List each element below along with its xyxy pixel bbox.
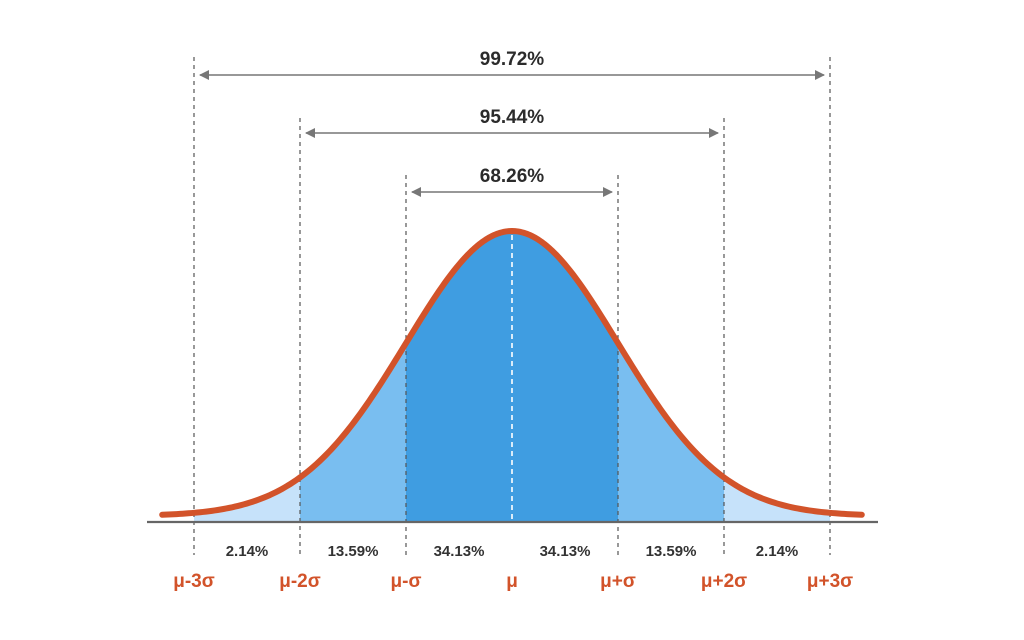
region-area-2 (406, 231, 512, 522)
span-label-0: 68.26% (480, 166, 545, 187)
sigma-guide-lines (193, 57, 831, 555)
x-tick-label-4: μ+σ (600, 571, 636, 592)
region-label-5: 2.14% (756, 543, 799, 560)
region-percent-labels: 2.14% 13.59% 34.13% 34.13% 13.59% 2.14% (226, 543, 799, 560)
x-tick-label-1: μ-2σ (279, 571, 321, 592)
region-label-2: 34.13% (434, 543, 485, 560)
span-label-2: 99.72% (480, 49, 545, 70)
span-label-1: 95.44% (480, 107, 545, 128)
region-label-4: 13.59% (646, 543, 697, 560)
x-tick-label-2: μ-σ (391, 571, 422, 592)
region-area-0 (194, 477, 300, 522)
region-label-0: 2.14% (226, 543, 269, 560)
x-tick-label-0: μ-3σ (173, 571, 215, 592)
x-tick-label-3: μ (506, 571, 518, 592)
bell-curve (159, 228, 865, 518)
region-label-3: 34.13% (540, 543, 591, 560)
span-arrows: 68.26% 95.44% 99.72% (199, 49, 825, 197)
region-label-1: 13.59% (328, 543, 379, 560)
x-tick-labels: μ-3σ μ-2σ μ-σ μ μ+σ μ+2σ μ+3σ (173, 571, 853, 592)
region-area-5 (724, 477, 830, 522)
region-area-3 (512, 231, 618, 522)
x-tick-label-5: μ+2σ (701, 571, 747, 592)
x-tick-label-6: μ+3σ (807, 571, 853, 592)
